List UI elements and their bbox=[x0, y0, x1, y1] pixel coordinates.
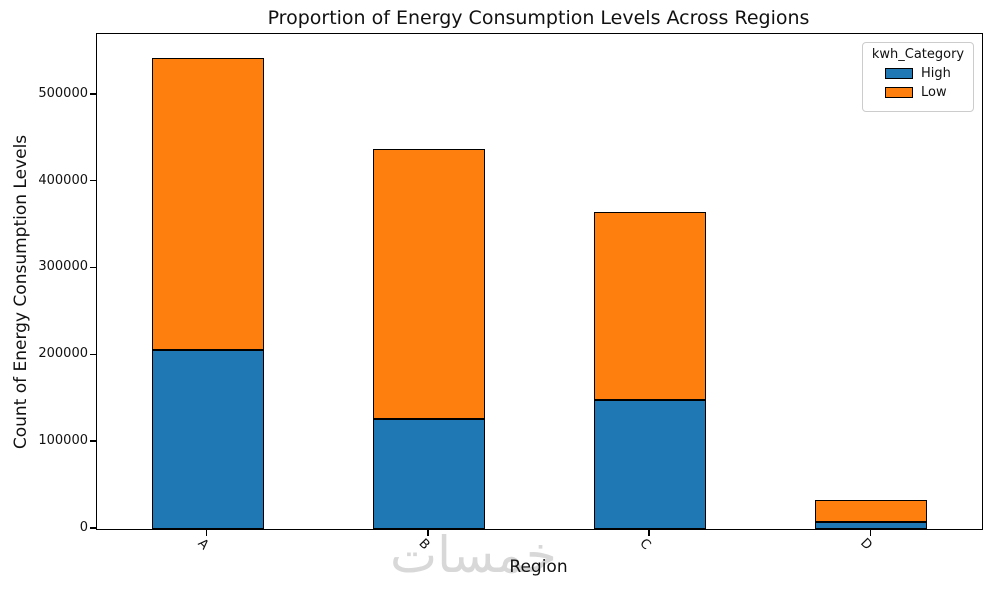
bar-segment-a-low bbox=[151, 58, 264, 351]
legend-item-label: High bbox=[921, 66, 951, 81]
bar-segment-d-low bbox=[815, 500, 928, 523]
y-tick-mark bbox=[90, 266, 96, 269]
y-tick-mark bbox=[90, 440, 96, 442]
bar-segment-b-high bbox=[372, 418, 485, 529]
chart-title: Proportion of Energy Consumption Levels … bbox=[267, 7, 810, 29]
bar-column-b bbox=[372, 148, 485, 529]
bar-segment-c-high bbox=[594, 400, 707, 529]
plot-area: kwh_Category High Low bbox=[96, 33, 983, 530]
y-tick-label: 100000 bbox=[38, 433, 88, 449]
y-tick-label: 400000 bbox=[38, 172, 88, 188]
x-tick-mark bbox=[205, 529, 208, 536]
y-tick-label: 0 bbox=[79, 520, 88, 535]
bar-segment-a-high bbox=[151, 350, 264, 529]
bar-segment-b-low bbox=[372, 148, 485, 419]
x-tick-label: A bbox=[194, 536, 212, 553]
y-tick-mark bbox=[90, 93, 96, 95]
legend-item-low: Low bbox=[885, 85, 967, 100]
y-tick-mark bbox=[90, 179, 96, 182]
bar-column-d bbox=[815, 500, 928, 529]
legend-swatch-low bbox=[885, 87, 913, 98]
bar-column-a bbox=[151, 58, 264, 529]
legend-swatch-high bbox=[885, 68, 913, 79]
legend-item-high: High bbox=[885, 66, 967, 81]
x-tick-label: D bbox=[857, 535, 876, 554]
y-tick-mark bbox=[90, 527, 96, 529]
x-tick-mark bbox=[427, 529, 429, 536]
x-axis-label: Region bbox=[509, 557, 568, 577]
legend-item-label: Low bbox=[921, 85, 947, 100]
y-tick-mark bbox=[90, 353, 96, 356]
bar-segment-c-low bbox=[594, 212, 707, 401]
watermark: خمسات bbox=[390, 526, 557, 584]
y-tick-label: 200000 bbox=[38, 346, 88, 362]
legend: kwh_Category High Low bbox=[862, 42, 974, 112]
legend-title: kwh_Category bbox=[871, 47, 965, 62]
y-tick-label: 500000 bbox=[38, 85, 88, 101]
x-tick-mark bbox=[869, 529, 872, 536]
bar-segment-d-high bbox=[815, 522, 928, 529]
y-tick-label: 300000 bbox=[38, 259, 88, 275]
x-tick-mark bbox=[648, 529, 650, 536]
bar-column-c bbox=[594, 212, 707, 529]
x-tick-label: C bbox=[636, 535, 654, 554]
